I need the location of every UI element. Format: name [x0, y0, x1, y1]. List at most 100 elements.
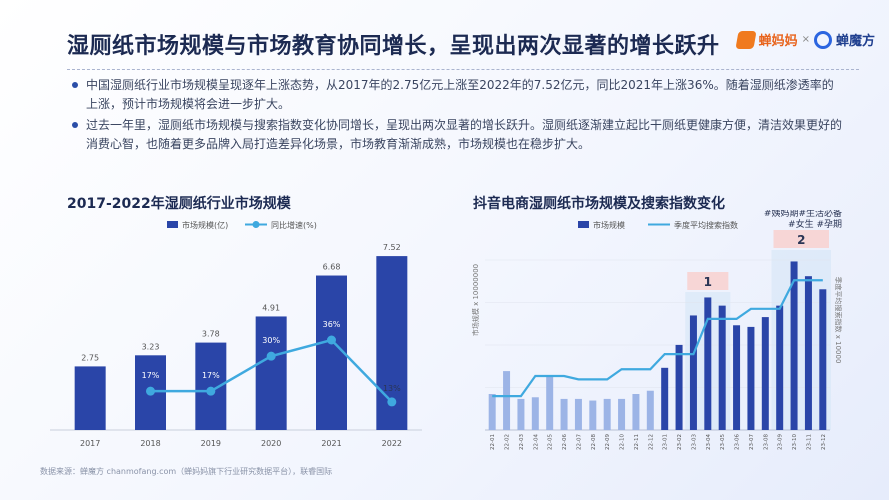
x-tick-label: 23-12: [821, 434, 827, 450]
chanmama-logo-icon: [734, 30, 757, 49]
right-chart-title: 抖音电商湿厕纸市场规模及搜索指数变化: [473, 196, 725, 212]
x-tick-label: 23-06: [735, 434, 741, 450]
bar: [74, 366, 106, 430]
x-tick-label: 23-10: [792, 434, 798, 450]
bar: [761, 317, 769, 430]
x-tick-label: 2017: [80, 439, 100, 448]
bar-value-label: 7.52: [383, 243, 401, 252]
bar: [646, 390, 654, 430]
x-tick-label: 23-07: [749, 434, 755, 450]
x-tick-label: 22-12: [648, 434, 654, 450]
x-tick-label: 23-11: [806, 434, 812, 450]
legend-label: 市场规模: [593, 220, 625, 230]
bar: [747, 326, 755, 430]
x-tick-label: 22-06: [562, 434, 568, 450]
legend-swatch-marker: [252, 221, 260, 228]
x-tick-label: 23-05: [720, 434, 726, 450]
annotation-label-box: [687, 272, 729, 290]
bar-value-label: 2.75: [81, 353, 99, 362]
annotation-note: #姨妈期#生活必备: [764, 210, 842, 219]
growth-point: [327, 335, 336, 345]
growth-point: [387, 397, 397, 407]
chanmofang-logo-icon: [813, 30, 832, 49]
bar: [488, 394, 496, 430]
data-source: 数据来源：蝉魔方 chanmofang.com（蝉妈妈旗下行业研究数据平台），联…: [40, 467, 333, 476]
x-tick-label: 23-08: [763, 434, 769, 450]
bullet-item: 过去一年里，湿厕纸市场规模与搜索指数变化协同增长，呈现出两次显著的增长跃升。湿厕…: [72, 116, 842, 154]
x-tick-label: 2018: [140, 439, 160, 448]
annotation-note: #女生 #孕期: [788, 218, 842, 230]
logo-separator: ×: [801, 34, 810, 45]
x-tick-label: 23-03: [691, 434, 697, 450]
bar: [661, 367, 669, 430]
x-tick-label: 2020: [261, 439, 281, 448]
growth-point: [206, 386, 216, 396]
x-tick-label: 2019: [201, 439, 221, 448]
legend-label: 季度平均搜索指数: [674, 220, 738, 230]
annotation-label-box: [773, 230, 829, 248]
annotation-label: 1: [704, 275, 712, 289]
y-axis-label: 市场规模 x 10000000: [471, 264, 480, 336]
bar: [689, 315, 697, 430]
bar: [718, 305, 726, 430]
bar: [618, 398, 626, 430]
growth-label: 17%: [202, 371, 220, 380]
market-size-chart: 市场规模(亿) 同比增速(%) 2.75 2017 3.23 2018 3.78 2019 4.…: [50, 220, 422, 448]
x-tick-label: 22-01: [490, 434, 496, 450]
x-tick-label: 22-09: [605, 434, 611, 450]
annotation-label: 2: [797, 233, 805, 247]
x-tick-label: 22-08: [591, 434, 597, 450]
y2-axis-label: 季度平均搜索指数 x 10000: [834, 277, 843, 364]
legend-label: 市场规模(亿): [182, 220, 228, 230]
x-tick-label: 2022: [382, 439, 402, 448]
brand-logos: 蝉妈妈 × 蝉魔方: [734, 30, 875, 49]
bar: [704, 297, 712, 430]
title-divider: [67, 69, 859, 70]
page-title: 湿厕纸市场规模与市场教育协同增长，呈现出两次显著的增长跃升: [67, 34, 720, 59]
chanmama-logo-text: 蝉妈妈: [758, 34, 798, 49]
chanmofang-logo-text: 蝉魔方: [835, 34, 875, 49]
growth-label: 17%: [142, 371, 160, 380]
x-tick-label: 23-02: [677, 434, 683, 450]
growth-point: [266, 351, 276, 361]
bar: [531, 397, 539, 430]
x-tick-label: 23-01: [663, 434, 669, 450]
bar: [574, 398, 582, 430]
x-tick-label: 22-04: [533, 434, 539, 450]
x-tick-label: 22-10: [620, 434, 626, 450]
summary-bullets: 中国湿厕纸行业市场规模呈现逐年上涨态势，从2017年的2.75亿元上涨至2022…: [72, 76, 842, 156]
growth-label: 30%: [262, 336, 280, 345]
x-tick-label: 22-02: [505, 434, 511, 450]
bar: [733, 325, 741, 430]
bar-value-label: 4.91: [262, 303, 280, 312]
growth-label: 36%: [323, 320, 341, 329]
bar: [560, 398, 568, 430]
growth-point: [146, 386, 155, 396]
x-tick-label: 23-04: [706, 434, 712, 450]
bar: [804, 276, 812, 430]
bar: [790, 261, 798, 430]
x-tick-label: 22-07: [576, 434, 582, 450]
bar-value-label: 3.78: [202, 330, 220, 339]
bar: [675, 344, 683, 430]
left-chart-title: 2017-2022年湿厕纸行业市场规模: [67, 196, 291, 212]
bar: [503, 371, 511, 430]
bar: [255, 316, 287, 430]
bar-value-label: 3.23: [142, 342, 160, 351]
legend-swatch-bar: [578, 221, 589, 228]
bar: [517, 398, 525, 430]
x-tick-label: 22-03: [519, 434, 525, 450]
x-tick-label: 22-11: [634, 434, 640, 450]
growth-label: 13%: [383, 384, 401, 393]
bar: [632, 394, 640, 430]
bar: [316, 275, 347, 430]
bar-value-label: 6.68: [323, 263, 341, 272]
bar: [819, 289, 827, 430]
x-tick-label: 22-05: [548, 434, 554, 450]
search-index-line: [492, 279, 823, 398]
bar: [603, 398, 611, 430]
legend-label: 同比增速(%): [271, 220, 317, 230]
bar: [589, 400, 597, 430]
x-tick-label: 2021: [321, 439, 341, 448]
